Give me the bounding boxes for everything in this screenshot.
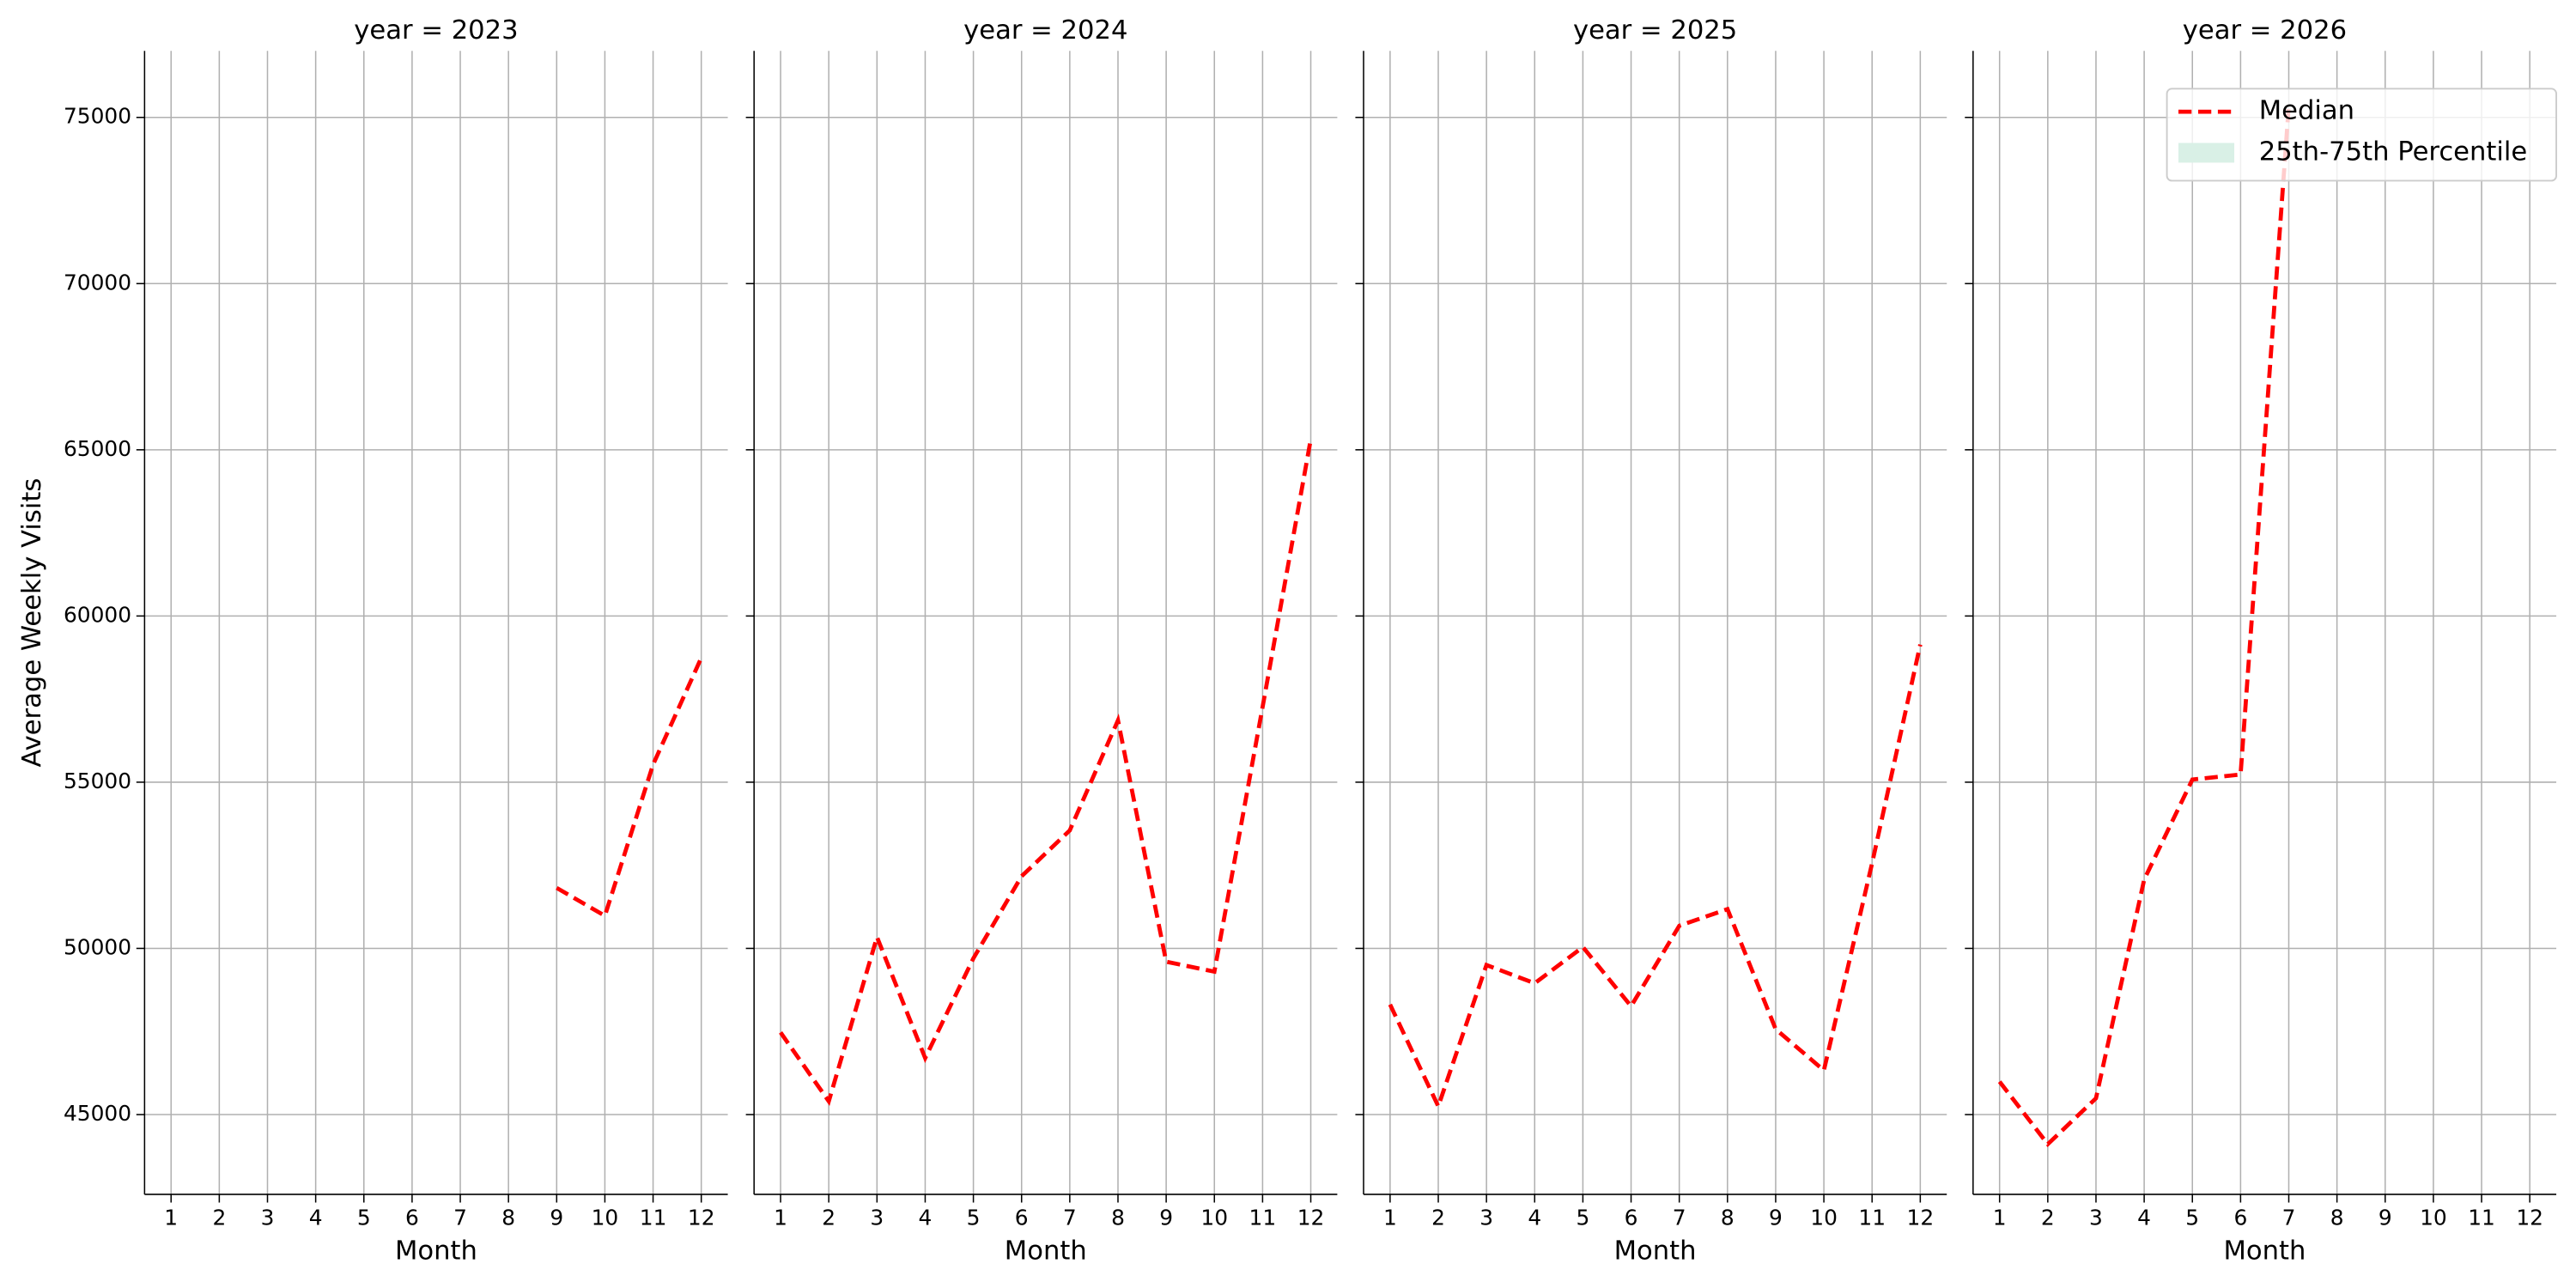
x-tick-label: 8	[2330, 1206, 2344, 1230]
x-tick-label: 10	[592, 1206, 619, 1230]
x-tick-label: 1	[1383, 1206, 1397, 1230]
x-axis-label: Month	[1005, 1236, 1087, 1266]
x-tick-label: 5	[2185, 1206, 2199, 1230]
x-tick-label: 7	[1063, 1206, 1077, 1230]
x-tick-label: 10	[1200, 1206, 1228, 1230]
x-tick-label: 6	[405, 1206, 419, 1230]
x-tick-label: 12	[1297, 1206, 1325, 1230]
x-tick-label: 11	[2468, 1206, 2495, 1230]
median-line	[1997, 106, 2291, 1148]
x-tick-label: 4	[2137, 1206, 2151, 1230]
x-tick-label: 1	[774, 1206, 787, 1230]
x-axis-label: Month	[2223, 1236, 2306, 1266]
x-tick-label: 4	[1528, 1206, 1541, 1230]
x-tick-label: 7	[453, 1206, 467, 1230]
x-tick-label: 12	[1907, 1206, 1935, 1230]
x-tick-label: 7	[2282, 1206, 2296, 1230]
x-tick-label: 10	[1810, 1206, 1838, 1230]
x-tick-label: 3	[2089, 1206, 2103, 1230]
y-tick-label: 65000	[64, 436, 131, 461]
y-tick-label: 60000	[64, 602, 131, 627]
median-line	[779, 439, 1313, 1107]
x-tick-label: 2	[2041, 1206, 2055, 1230]
x-tick-label: 10	[2420, 1206, 2447, 1230]
x-axis-label: Month	[395, 1236, 477, 1266]
x-tick-label: 9	[1769, 1206, 1783, 1230]
x-tick-label: 2	[822, 1206, 835, 1230]
legend-label: 25th-75th Percentile	[2259, 137, 2528, 167]
x-tick-label: 2	[1431, 1206, 1445, 1230]
legend-swatch	[2178, 143, 2235, 163]
x-tick-label: 9	[1159, 1206, 1173, 1230]
x-tick-label: 5	[1577, 1206, 1590, 1230]
x-tick-label: 6	[1015, 1206, 1029, 1230]
x-tick-label: 7	[1673, 1206, 1686, 1230]
y-tick-label: 70000	[64, 270, 131, 295]
y-tick-label: 75000	[64, 104, 131, 129]
median-line	[556, 657, 703, 920]
x-tick-label: 3	[870, 1206, 884, 1230]
legend-label: Median	[2259, 96, 2354, 126]
y-tick-label: 55000	[64, 769, 131, 793]
x-tick-label: 8	[501, 1206, 515, 1230]
panel-title: year = 2024	[963, 15, 1127, 46]
x-tick-label: 3	[1479, 1206, 1493, 1230]
legend-box	[2166, 88, 2557, 182]
x-axis-label: Month	[1614, 1236, 1697, 1266]
y-tick-label: 50000	[64, 934, 131, 959]
x-tick-label: 6	[2233, 1206, 2247, 1230]
x-tick-label: 3	[261, 1206, 275, 1230]
y-tick-label: 45000	[64, 1101, 131, 1126]
x-tick-label: 9	[550, 1206, 563, 1230]
x-tick-label: 11	[1858, 1206, 1886, 1230]
x-tick-label: 1	[1993, 1206, 2007, 1230]
panel-title: year = 2023	[354, 15, 518, 46]
x-tick-label: 6	[1625, 1206, 1638, 1230]
x-tick-label: 2	[212, 1206, 226, 1230]
panel-title: year = 2026	[2183, 15, 2347, 46]
panel-title: year = 2025	[1573, 15, 1737, 46]
x-tick-label: 1	[164, 1206, 178, 1230]
y-axis-label: Average Weekly Visits	[17, 478, 47, 768]
x-tick-label: 5	[967, 1206, 981, 1230]
x-tick-label: 12	[2516, 1206, 2543, 1230]
x-tick-label: 11	[640, 1206, 667, 1230]
x-tick-label: 4	[309, 1206, 323, 1230]
x-tick-label: 12	[688, 1206, 715, 1230]
x-tick-label: 8	[1111, 1206, 1125, 1230]
median-line	[1388, 644, 1923, 1112]
x-tick-label: 4	[919, 1206, 933, 1230]
x-tick-label: 11	[1249, 1206, 1277, 1230]
x-tick-label: 8	[1721, 1206, 1735, 1230]
x-tick-label: 5	[357, 1206, 371, 1230]
x-tick-label: 9	[2379, 1206, 2392, 1230]
